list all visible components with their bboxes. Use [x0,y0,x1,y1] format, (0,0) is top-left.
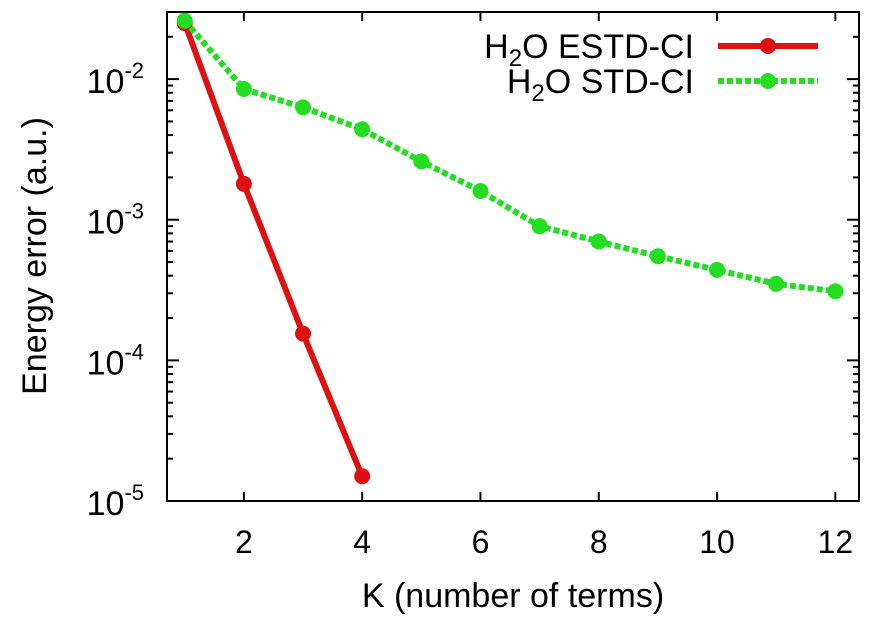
data-point [235,81,252,98]
y-axis-label: Energy error (a.u.) [16,117,54,395]
x-tick-label: 8 [590,524,608,560]
data-point [295,325,312,342]
legend-swatch-point [760,73,776,89]
x-tick-label: 12 [818,524,854,560]
data-point [235,175,252,192]
x-tick-label: 6 [472,524,490,560]
series-line [182,18,836,295]
data-point [472,183,489,200]
x-tick-label: 4 [353,524,371,560]
data-point [354,468,371,485]
data-point [709,261,726,278]
data-point [531,218,548,235]
x-tick-label: 2 [235,524,253,560]
y-axis-ticks: 10-2 10-3 10-4 10-5 [87,11,859,523]
y-tick-label: 10-5 [87,480,144,523]
legend-swatch-point [760,38,776,54]
data-point [354,121,371,138]
data-point [295,99,312,116]
data-point [176,12,193,29]
legend-label: H2O STD-CI [507,63,694,107]
data-point [827,283,844,300]
plot-marks [176,12,844,485]
series-line [181,22,365,478]
series-1 [176,12,844,300]
y-tick-label: 10-2 [87,58,144,101]
data-point [413,153,430,170]
x-tick-label: 10 [699,524,735,560]
y-tick-label: 10-3 [87,199,144,242]
legend-label: H2O ESTD-CI [484,28,694,72]
plot-frame [166,11,860,502]
x-axis-label: K (number of terms) [362,577,664,615]
data-point [649,248,666,265]
data-point [590,233,607,250]
x-axis-ticks: 2 4 6 8 10 12 [235,12,853,560]
y-tick-label: 10-4 [87,339,144,382]
data-point [768,275,785,292]
series-0 [176,15,371,485]
